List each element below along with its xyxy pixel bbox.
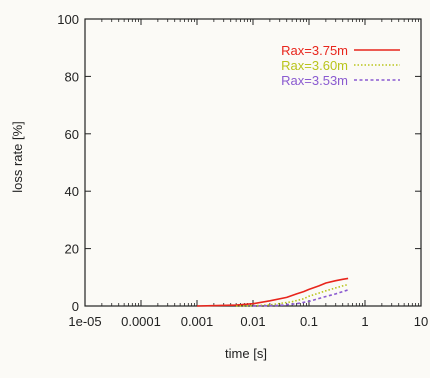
y-tick-label: 0 [72,299,79,314]
series-line-3 [252,289,349,307]
y-tick-label: 60 [65,127,79,142]
legend-label-2: Rax=3.60m [281,58,348,73]
y-tick-label: 20 [65,242,79,257]
legend-label-3: Rax=3.53m [281,73,348,88]
x-tick-label: 0.0001 [121,314,161,329]
y-axis-label: loss rate [%] [10,121,25,193]
x-tick-label: 1e-05 [68,314,101,329]
y-tick-label: 100 [57,12,79,27]
x-tick-label: 0.1 [300,314,318,329]
y-tick-label: 40 [65,184,79,199]
x-tick-label: 10 [414,314,428,329]
x-tick-label: 0.01 [240,314,265,329]
x-axis-label: time [s] [225,346,267,361]
x-tick-label: 0.001 [181,314,214,329]
plot-frame [84,18,422,307]
legend-label-1: Rax=3.75m [281,43,348,58]
series-line-1 [196,277,349,307]
x-tick-label: 1 [361,314,368,329]
y-tick-label: 80 [65,69,79,84]
plot-area: 0 20 40 60 80 100 1e-05 0.0001 0.001 0.01 0.1 1 10 Ra… [57,12,428,329]
